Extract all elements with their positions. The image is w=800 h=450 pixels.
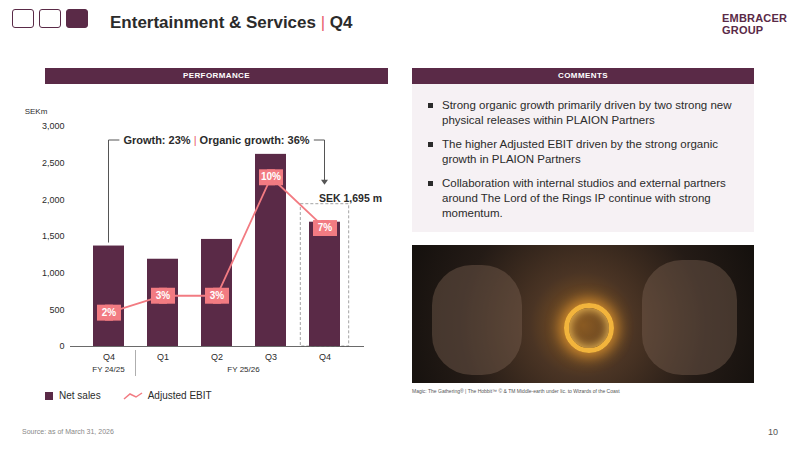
html-text:Entertainment & Services | Q4: Entertainment & Services | Q4 [110, 13, 353, 32]
svg-text:Q2: Q2 [211, 352, 223, 362]
svg-text:500: 500 [49, 305, 64, 315]
svg-text:2%: 2% [102, 307, 117, 318]
svg-text:3%: 3% [210, 290, 225, 301]
html-text:Source: as of March 31, 2026: Source: as of March 31, 2026 [22, 428, 114, 435]
html-text:The higher Adjusted EBIT drive: The higher Adjusted EBIT driven by the s… [442, 138, 718, 165]
svg-text:7%: 7% [318, 222, 333, 233]
html-text:Collaboration with internal st: Collaboration with internal studios and … [442, 177, 726, 219]
svg-text:Q3: Q3 [265, 352, 277, 362]
svg-text:Growth: 23% | Organic growth:: Growth: 23% | Organic growth: 36% [123, 134, 309, 146]
html-text:COMMENTS: COMMENTS [558, 71, 608, 80]
svg-text:Q4: Q4 [103, 352, 115, 362]
html-text:Strong organic growth primaril: Strong organic growth primarily driven b… [442, 99, 732, 126]
svg-text:10%: 10% [261, 171, 281, 182]
html-text:GROUP: GROUP [722, 24, 764, 36]
html-text:EMBRACER: EMBRACER [722, 12, 788, 24]
svg-text:2,500: 2,500 [42, 158, 65, 168]
svg-text:FY 24/25: FY 24/25 [92, 365, 125, 374]
svg-text:FY 25/26: FY 25/26 [227, 365, 260, 374]
svg-text:Q4: Q4 [319, 352, 331, 362]
svg-text:1,000: 1,000 [42, 268, 65, 278]
html-text:Magic: The Gathering® | The Ho: Magic: The Gathering® | The Hobbit™ © & … [412, 388, 620, 394]
svg-text:SEK 1,695 m: SEK 1,695 m [319, 192, 382, 204]
svg-text:Q1: Q1 [157, 352, 169, 362]
html-text:Net sales: Net sales [59, 390, 101, 401]
html-text:10: 10 [768, 427, 778, 437]
html-text:PERFORMANCE: PERFORMANCE [183, 71, 250, 80]
svg-text:3,000: 3,000 [42, 121, 65, 131]
html-text:Adjusted EBIT: Adjusted EBIT [147, 390, 212, 401]
svg-text:1,500: 1,500 [42, 231, 65, 241]
svg-text:2,000: 2,000 [42, 195, 65, 205]
svg-text:SEKm: SEKm [25, 107, 48, 116]
svg-text:3%: 3% [156, 290, 171, 301]
svg-text:0: 0 [59, 341, 64, 351]
